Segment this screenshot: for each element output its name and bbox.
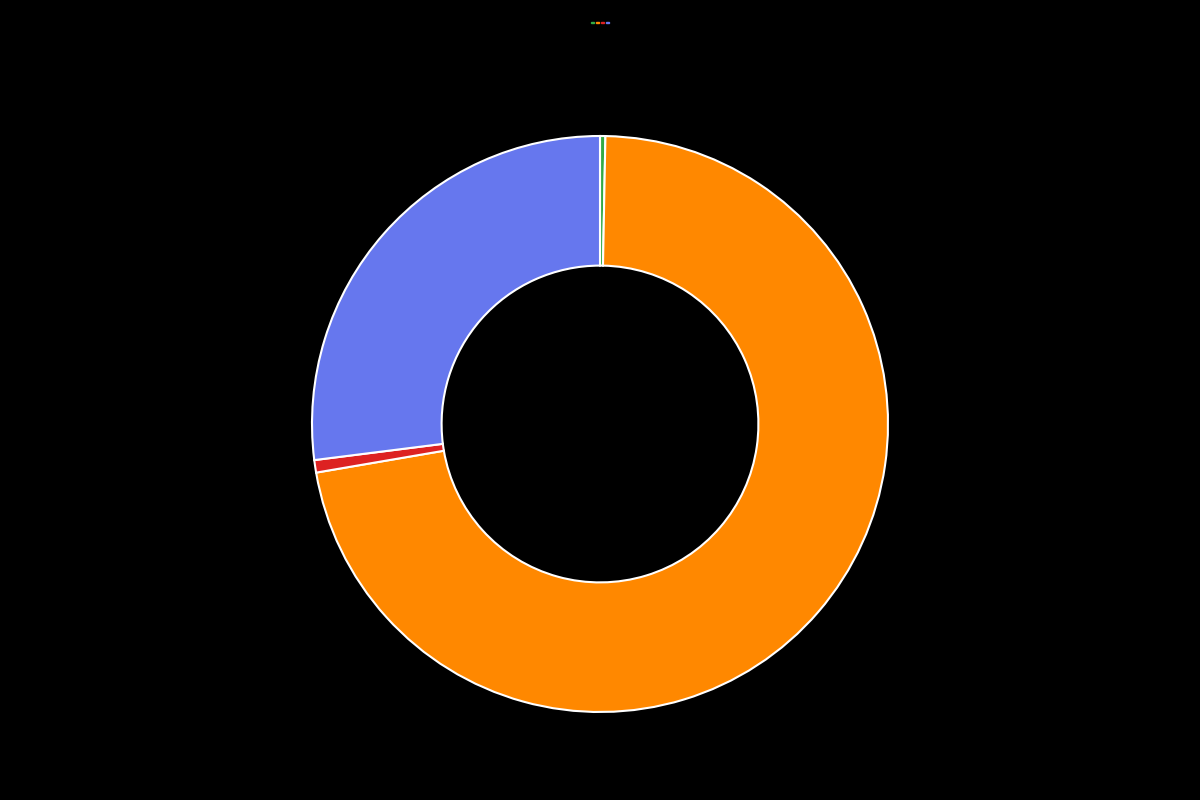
- Wedge shape: [312, 136, 600, 460]
- Wedge shape: [314, 444, 444, 473]
- Wedge shape: [600, 136, 606, 266]
- Wedge shape: [316, 136, 888, 712]
- Legend: , , , : , , ,: [590, 22, 610, 24]
